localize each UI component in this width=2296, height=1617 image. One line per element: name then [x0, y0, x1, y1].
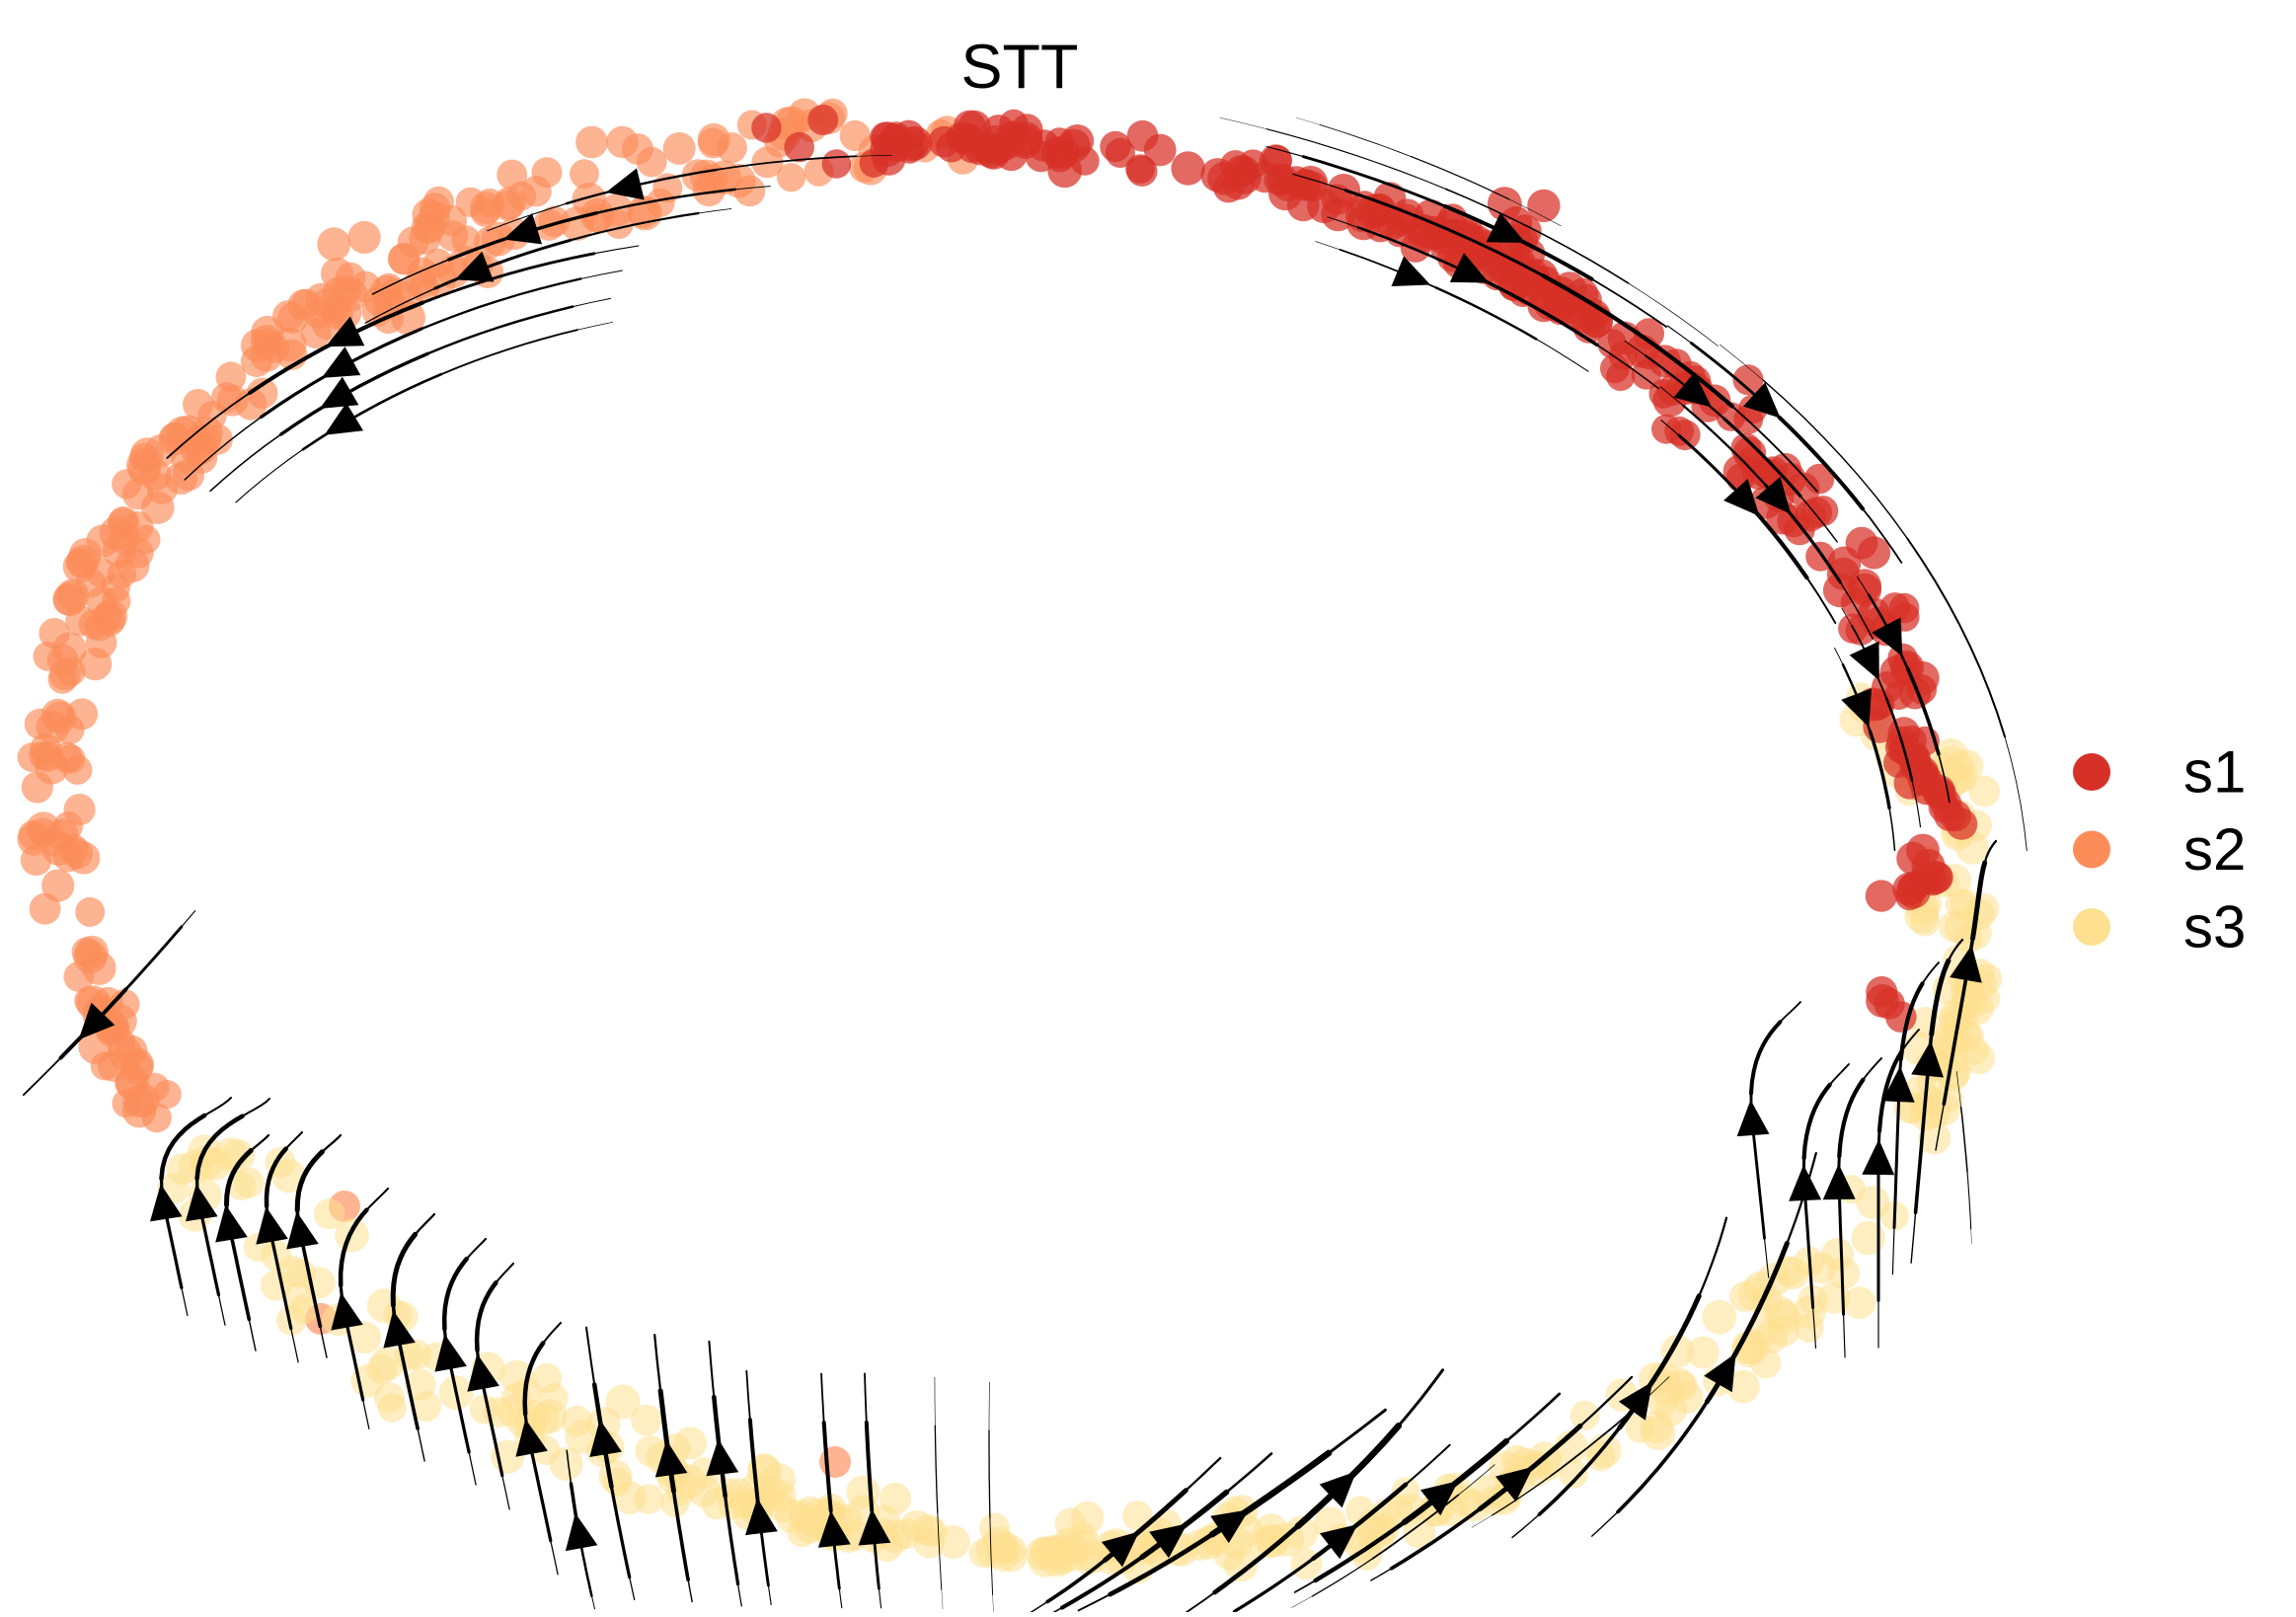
svg-text:STT: STT [961, 33, 1079, 102]
svg-text:s1: s1 [2183, 739, 2246, 806]
svg-text:s2: s2 [2183, 816, 2246, 883]
svg-text:s3: s3 [2183, 894, 2246, 961]
